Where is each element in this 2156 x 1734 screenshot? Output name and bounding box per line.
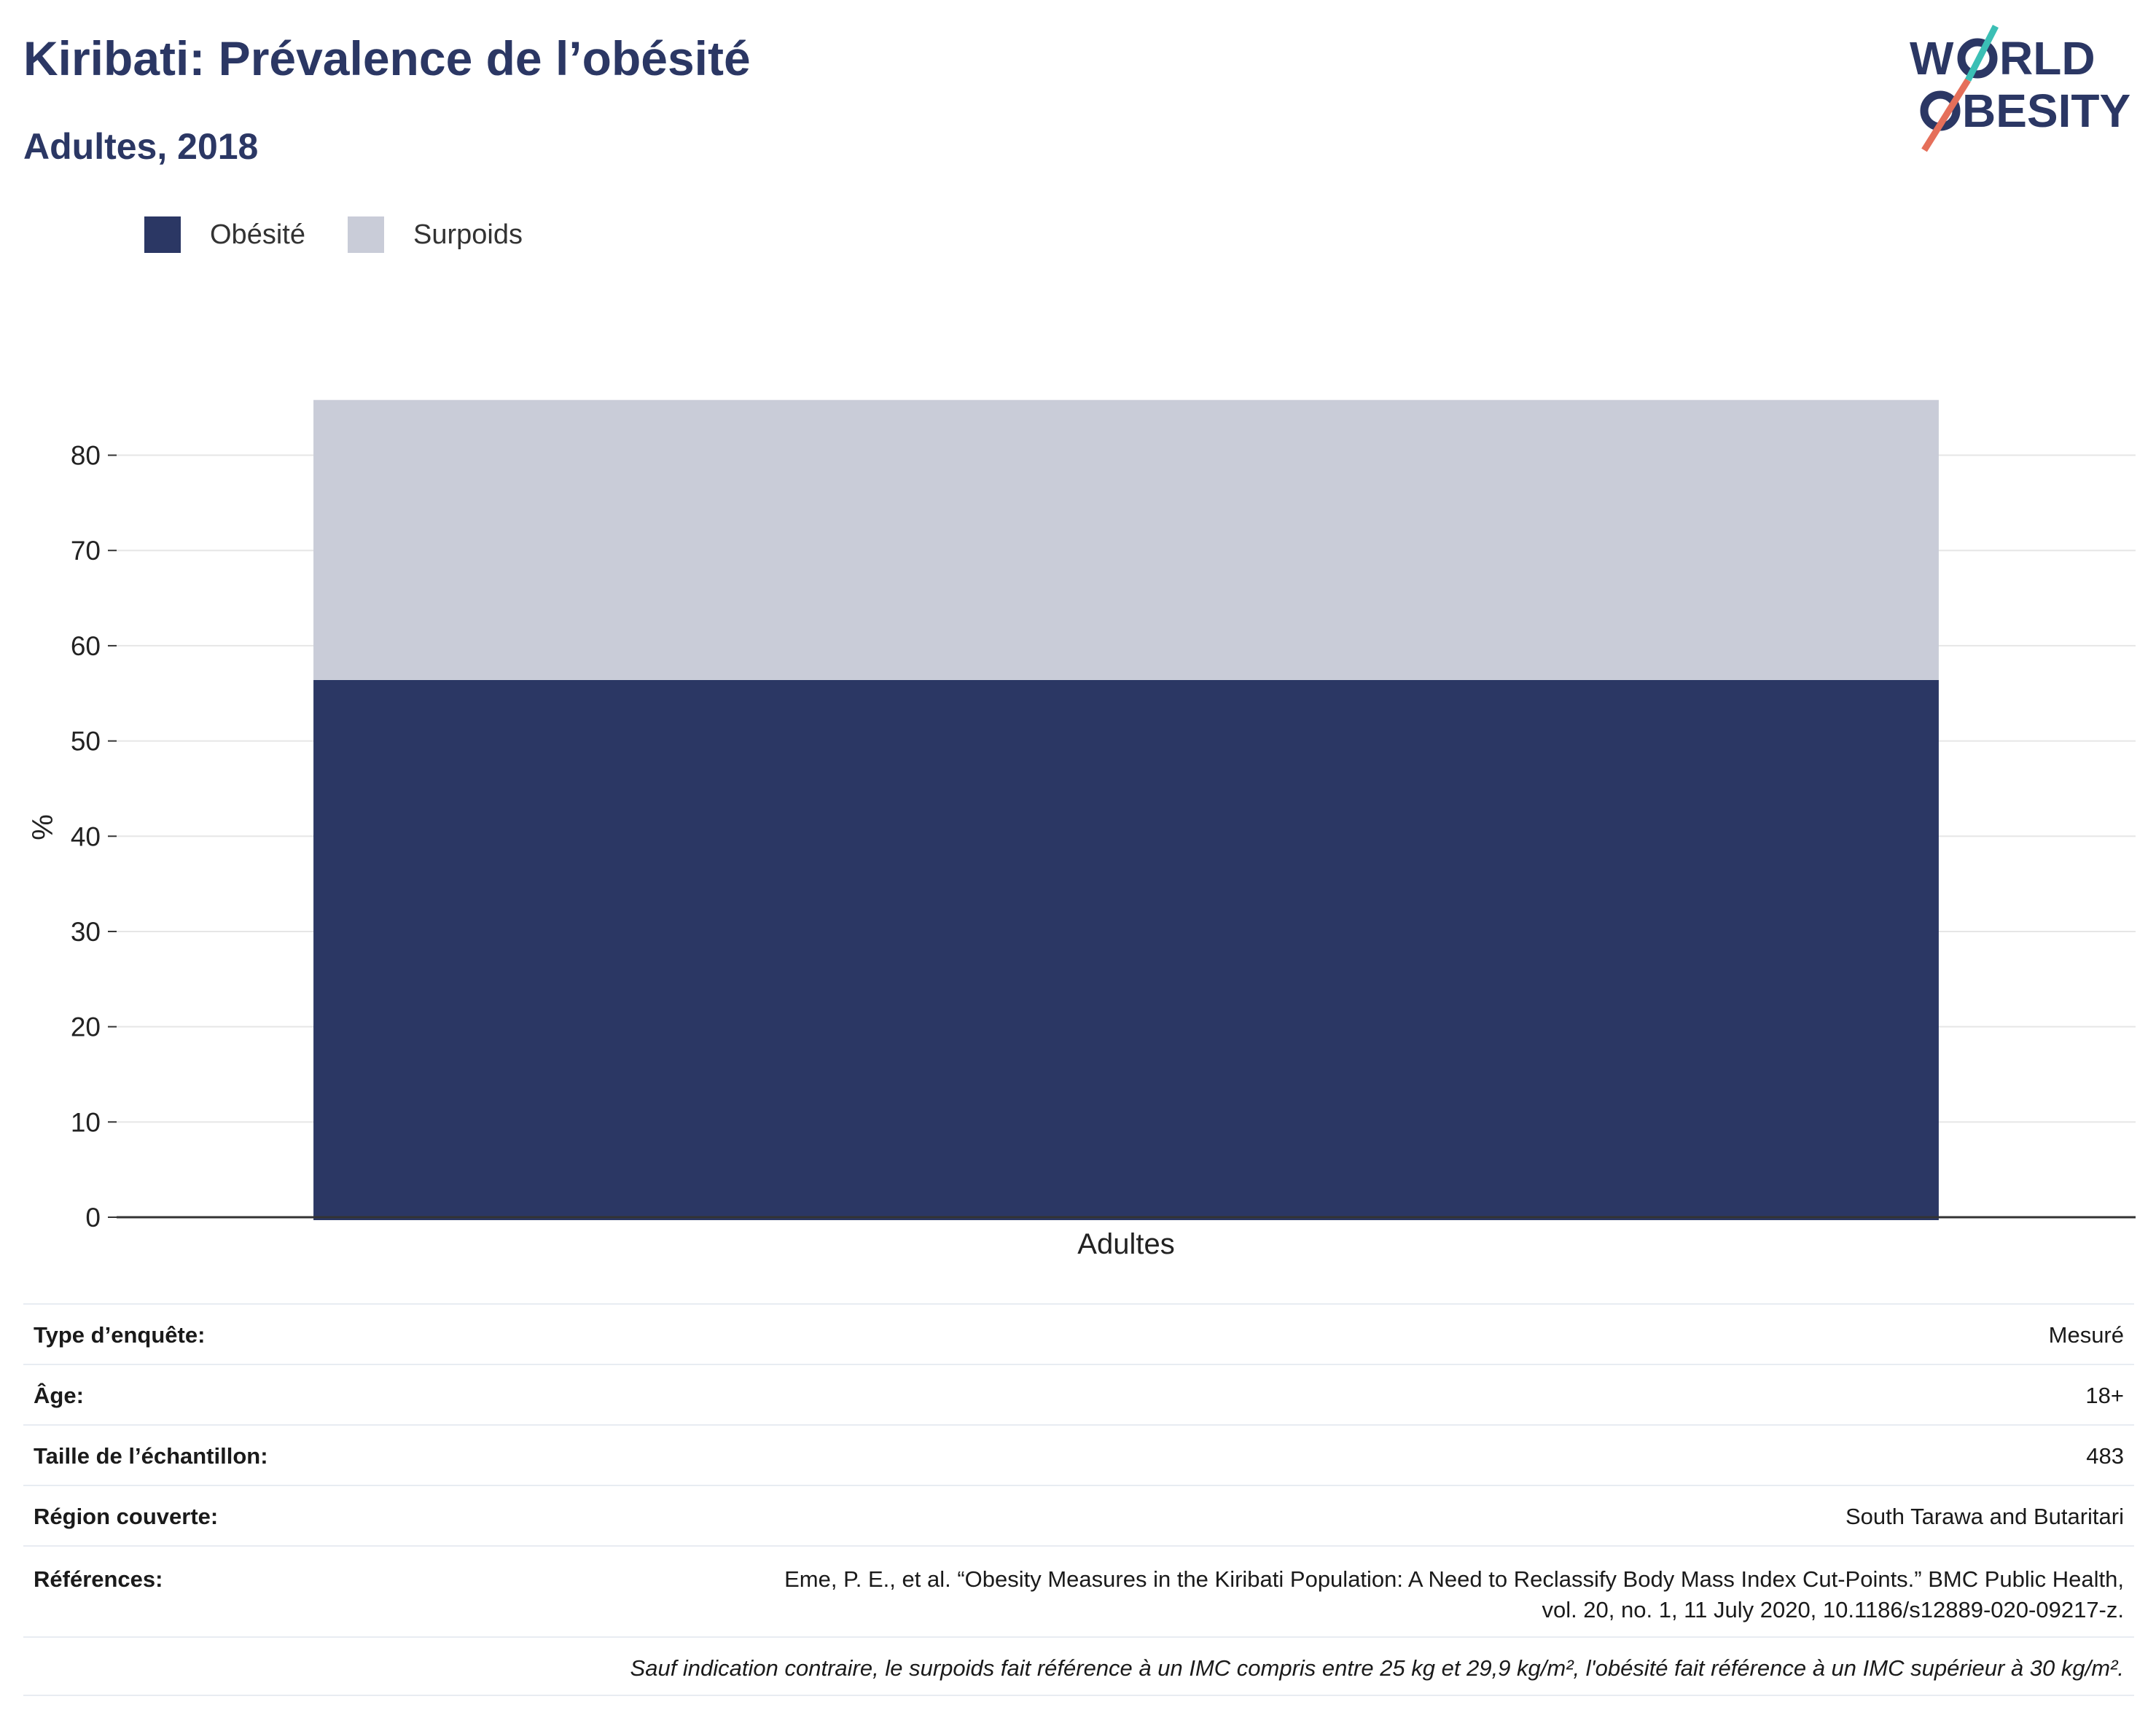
survey-info-table: Type d’enquête: Mesuré Âge: 18+ Taille d… — [23, 1303, 2134, 1696]
survey-type-label: Type d’enquête: — [34, 1322, 206, 1348]
references-label: Références: — [34, 1566, 163, 1592]
y-tick-label-80: 80 — [71, 441, 101, 471]
world-obesity-logo: W RLD BESITY — [1910, 24, 2130, 152]
bar-adultes-surpoids — [313, 399, 1939, 680]
legend-item-obesite[interactable]: Obésité — [144, 216, 305, 253]
references-value: Eme, P. E., et al. “Obesity Measures in … — [784, 1564, 2124, 1625]
legend-swatch-surpoids — [347, 216, 384, 253]
sample-size-value: 483 — [2086, 1443, 2124, 1469]
legend-label-surpoids: Surpoids — [413, 219, 523, 250]
svg-text:W: W — [1910, 32, 1954, 85]
y-tick-label-10: 10 — [71, 1107, 101, 1137]
chart-legend: Obésité Surpoids — [144, 214, 565, 255]
age-label: Âge: — [34, 1383, 84, 1408]
info-row-note: Sauf indication contraire, le surpoids f… — [23, 1636, 2134, 1696]
y-tick-label-60: 60 — [71, 631, 101, 661]
y-tick-label-50: 50 — [71, 727, 101, 757]
y-tick-label-70: 70 — [71, 536, 101, 566]
y-tick-label-30: 30 — [71, 917, 101, 947]
legend-label-obesite: Obésité — [210, 219, 305, 250]
region-label: Région couverte: — [34, 1504, 219, 1529]
chart-title: Kiribati: Prévalence de l’obésité — [23, 31, 751, 85]
y-tick-label-40: 40 — [71, 821, 101, 851]
references-line-1: Eme, P. E., et al. “Obesity Measures in … — [784, 1566, 2124, 1592]
info-row-survey-type: Type d’enquête: Mesuré — [23, 1303, 2134, 1364]
x-tick-label-adultes: Adultes — [1077, 1228, 1174, 1260]
info-row-region: Région couverte: South Tarawa and Butari… — [23, 1485, 2134, 1545]
references-line-2: vol. 20, no. 1, 11 July 2020, 10.1186/s1… — [1542, 1597, 2124, 1622]
y-tick-label-0: 0 — [85, 1203, 101, 1233]
chart-subtitle: Adultes, 2018 — [23, 126, 259, 167]
definition-note: Sauf indication contraire, le surpoids f… — [630, 1655, 2124, 1681]
region-value: South Tarawa and Butaritari — [1846, 1504, 2124, 1529]
legend-item-surpoids[interactable]: Surpoids — [347, 216, 523, 253]
svg-text:BESITY: BESITY — [1962, 85, 2130, 137]
svg-text:RLD: RLD — [1999, 32, 2096, 85]
survey-type-value: Mesuré — [2048, 1322, 2124, 1348]
stacked-bar-chart: 0 10 20 30 40 50 60 70 80 Adultes% — [27, 399, 2136, 1260]
age-value: 18+ — [2085, 1383, 2124, 1408]
y-tick-label-20: 20 — [71, 1012, 101, 1042]
sample-size-label: Taille de l’échantillon: — [34, 1443, 268, 1469]
info-row-sample-size: Taille de l’échantillon: 483 — [23, 1424, 2134, 1485]
bar-adultes-obesite — [313, 679, 1939, 1220]
y-axis-label: % — [27, 814, 59, 840]
info-row-age: Âge: 18+ — [23, 1364, 2134, 1424]
legend-swatch-obesite — [144, 216, 181, 253]
info-row-references: Références: Eme, P. E., et al. “Obesity … — [23, 1545, 2134, 1636]
